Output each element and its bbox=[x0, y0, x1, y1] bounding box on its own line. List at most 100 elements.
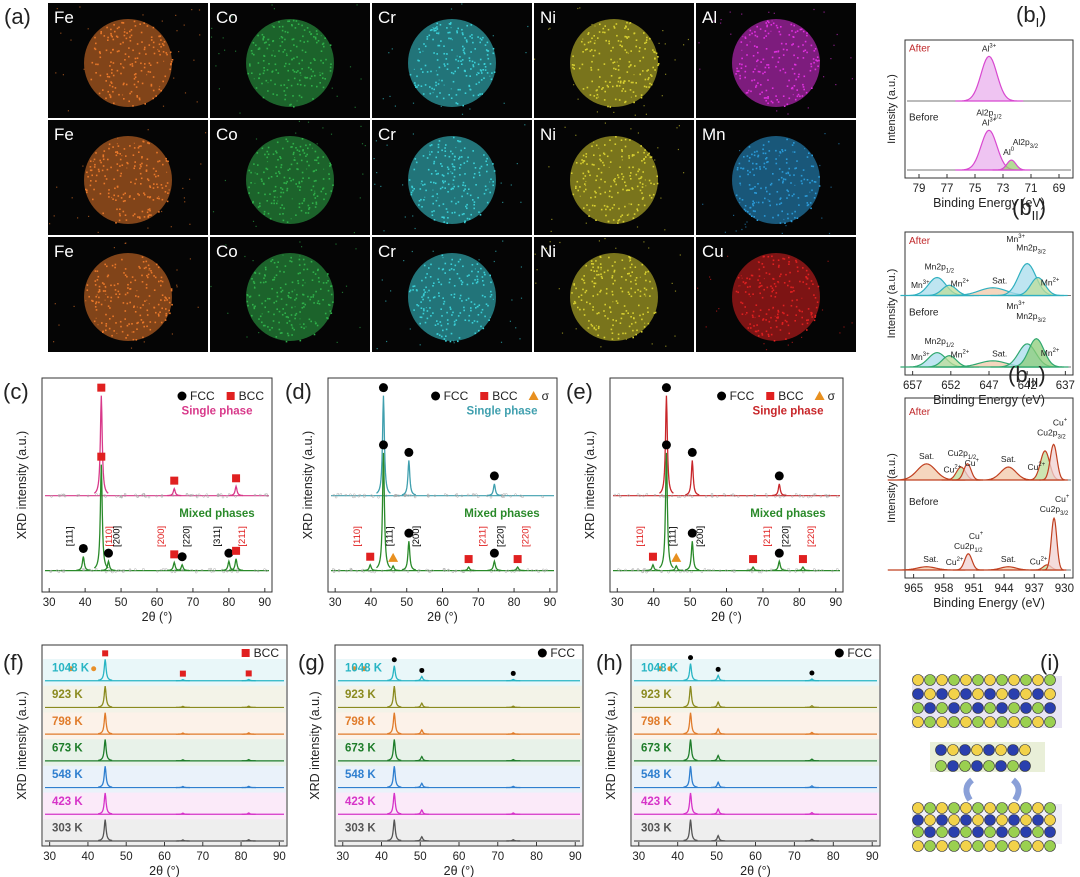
map-speck bbox=[482, 69, 484, 71]
map-speck bbox=[123, 98, 125, 100]
map-speck bbox=[583, 160, 586, 162]
map-speck bbox=[409, 328, 411, 330]
map-speck bbox=[589, 94, 592, 96]
noise-dot bbox=[160, 494, 164, 497]
map-speck bbox=[297, 272, 300, 275]
map-speck bbox=[575, 162, 578, 164]
map-speck bbox=[472, 65, 475, 68]
map-speck bbox=[422, 298, 424, 301]
map-speck bbox=[638, 177, 640, 180]
map-speck bbox=[300, 209, 303, 212]
map-speck bbox=[620, 317, 623, 320]
map-speck bbox=[252, 201, 254, 204]
phase-marker bbox=[671, 552, 682, 562]
map-speck bbox=[621, 214, 624, 216]
map-speck bbox=[313, 302, 315, 304]
map-speck bbox=[653, 51, 655, 53]
map-speck bbox=[478, 81, 480, 84]
diffraction-peak bbox=[175, 563, 190, 572]
map-speck bbox=[782, 54, 785, 56]
map-speck bbox=[786, 320, 788, 323]
map-speck bbox=[112, 48, 114, 51]
map-speck bbox=[633, 101, 635, 104]
map-speck bbox=[197, 306, 199, 308]
map-speck bbox=[611, 207, 614, 209]
diffraction-peak bbox=[241, 705, 256, 709]
map-speck bbox=[702, 203, 704, 205]
map-speck bbox=[479, 41, 481, 44]
map-speck bbox=[287, 79, 290, 81]
map-speck bbox=[251, 72, 253, 74]
noise-dot bbox=[836, 568, 839, 571]
map-speck bbox=[300, 74, 302, 76]
map-speck bbox=[433, 162, 435, 165]
map-speck bbox=[474, 279, 476, 281]
diffraction-peak bbox=[76, 556, 91, 571]
map-speck bbox=[157, 313, 160, 315]
map-speck bbox=[806, 322, 809, 325]
map-speck bbox=[467, 297, 470, 300]
map-speck bbox=[138, 97, 141, 100]
atom bbox=[912, 702, 924, 714]
map-speck bbox=[604, 181, 606, 183]
map-speck bbox=[810, 63, 812, 65]
map-speck bbox=[124, 293, 127, 296]
noise-dot bbox=[95, 493, 98, 496]
map-speck bbox=[788, 261, 790, 263]
map-speck bbox=[130, 34, 133, 37]
map-speck bbox=[486, 41, 489, 44]
noise-dot bbox=[392, 570, 395, 574]
peak-annotation-sub: 3/2 bbox=[1057, 434, 1065, 440]
map-speck bbox=[634, 279, 637, 282]
map-speck bbox=[136, 95, 138, 97]
noise-dot bbox=[210, 570, 213, 573]
map-speck bbox=[630, 316, 632, 318]
map-speck bbox=[115, 151, 117, 153]
map-speck bbox=[549, 241, 551, 243]
map-speck bbox=[819, 164, 821, 167]
map-speck bbox=[608, 42, 610, 45]
peak-annotation-main: Al bbox=[1003, 147, 1011, 157]
map-speck bbox=[775, 149, 777, 152]
map-speck bbox=[446, 311, 448, 314]
map-speck bbox=[282, 213, 284, 215]
map-speck bbox=[776, 191, 779, 193]
map-speck bbox=[603, 153, 606, 156]
map-speck bbox=[294, 157, 296, 159]
map-speck bbox=[593, 277, 596, 279]
map-speck bbox=[419, 51, 421, 54]
map-speck bbox=[582, 288, 584, 291]
map-speck bbox=[768, 66, 770, 69]
map-speck bbox=[287, 334, 290, 337]
map-speck bbox=[729, 11, 731, 13]
map-speck bbox=[615, 136, 617, 138]
map-speck bbox=[135, 295, 137, 297]
map-speck bbox=[110, 81, 112, 83]
map-speck bbox=[759, 28, 762, 30]
map-disc bbox=[732, 19, 820, 107]
map-speck bbox=[790, 220, 793, 223]
map-speck bbox=[409, 289, 412, 292]
map-speck bbox=[612, 282, 614, 285]
map-speck bbox=[612, 219, 615, 221]
map-speck bbox=[266, 200, 268, 202]
map-speck bbox=[293, 159, 296, 161]
map-speck bbox=[119, 175, 122, 177]
map-speck bbox=[605, 288, 608, 290]
map-speck bbox=[303, 198, 306, 200]
map-speck bbox=[463, 52, 466, 55]
map-speck bbox=[283, 90, 286, 92]
map-speck bbox=[623, 267, 626, 270]
panel-label-sub: III bbox=[1028, 375, 1039, 390]
map-speck bbox=[782, 48, 785, 51]
map-speck bbox=[595, 328, 597, 331]
map-speck bbox=[630, 203, 633, 206]
panel-label: (g) bbox=[298, 650, 325, 675]
map-speck bbox=[747, 173, 749, 176]
map-speck bbox=[441, 216, 443, 218]
map-speck bbox=[785, 338, 787, 340]
map-speck bbox=[102, 290, 105, 292]
map-speck bbox=[647, 270, 649, 273]
map-speck bbox=[583, 43, 586, 46]
